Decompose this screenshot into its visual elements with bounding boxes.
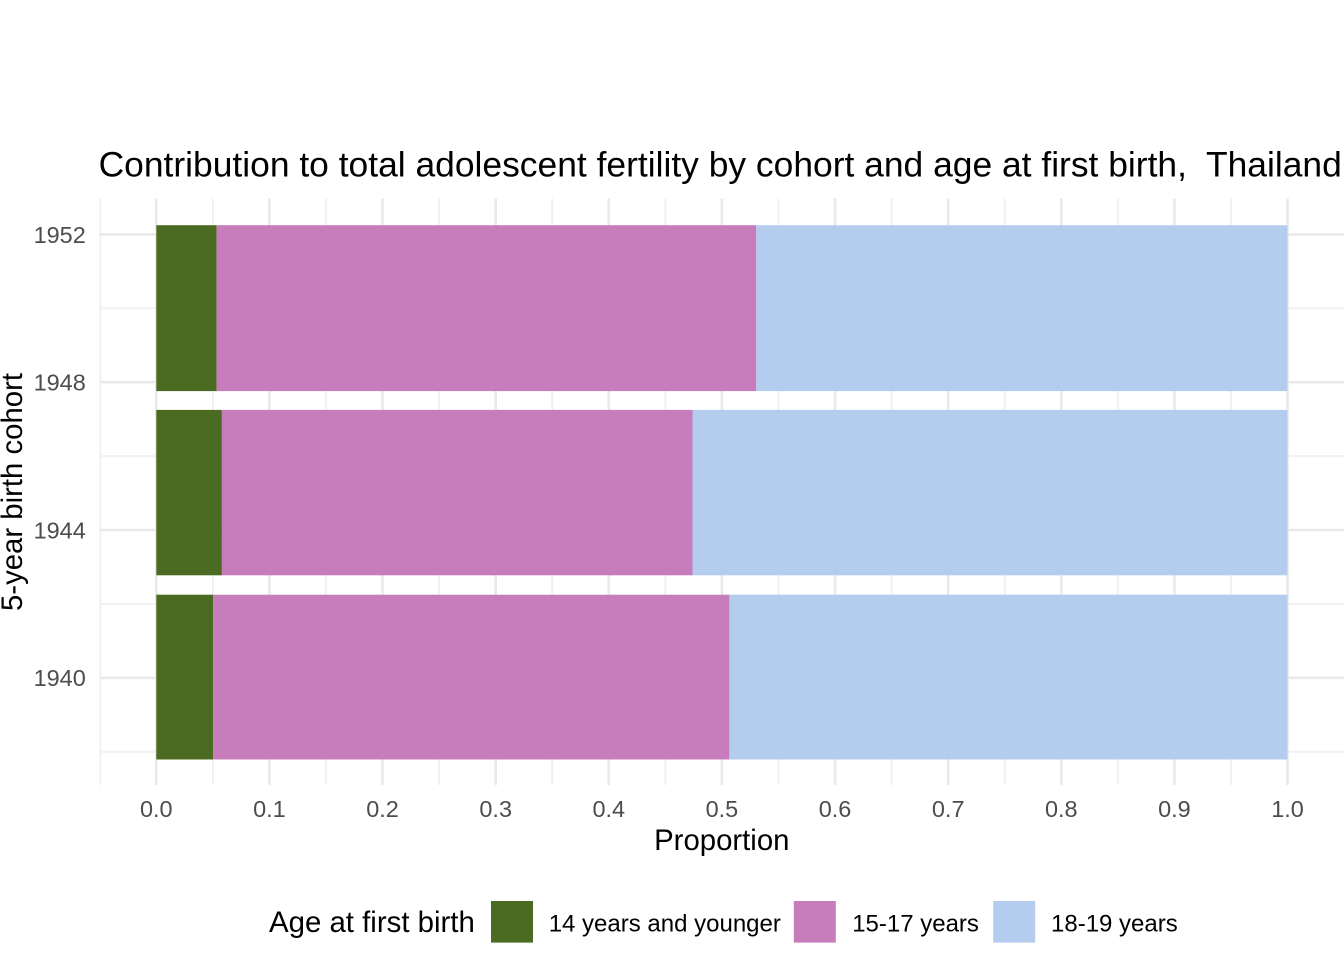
svg-text:0.5: 0.5 <box>706 796 739 822</box>
svg-text:0.8: 0.8 <box>1045 796 1078 822</box>
svg-text:18-19 years: 18-19 years <box>1051 910 1178 937</box>
svg-text:0.7: 0.7 <box>932 796 965 822</box>
svg-text:Age at first birth: Age at first birth <box>269 906 475 939</box>
svg-text:1944: 1944 <box>34 517 86 543</box>
svg-text:5-year birth cohort: 5-year birth cohort <box>0 373 29 611</box>
svg-text:1.0: 1.0 <box>1271 796 1304 822</box>
svg-text:0.9: 0.9 <box>1158 796 1191 822</box>
svg-text:1948: 1948 <box>34 370 86 396</box>
svg-text:1940: 1940 <box>34 665 86 691</box>
svg-text:0.4: 0.4 <box>592 796 625 822</box>
svg-text:0.3: 0.3 <box>479 796 512 822</box>
svg-text:0.6: 0.6 <box>819 796 852 822</box>
svg-text:15-17 years: 15-17 years <box>852 910 979 937</box>
svg-text:Contribution to total adolesce: Contribution to total adolescent fertili… <box>99 144 1342 184</box>
svg-text:0.0: 0.0 <box>140 796 173 822</box>
svg-text:Proportion: Proportion <box>654 824 789 857</box>
svg-text:14 years and younger: 14 years and younger <box>549 910 781 937</box>
svg-text:0.2: 0.2 <box>366 796 399 822</box>
svg-text:0.1: 0.1 <box>253 796 286 822</box>
svg-text:1952: 1952 <box>34 222 86 248</box>
